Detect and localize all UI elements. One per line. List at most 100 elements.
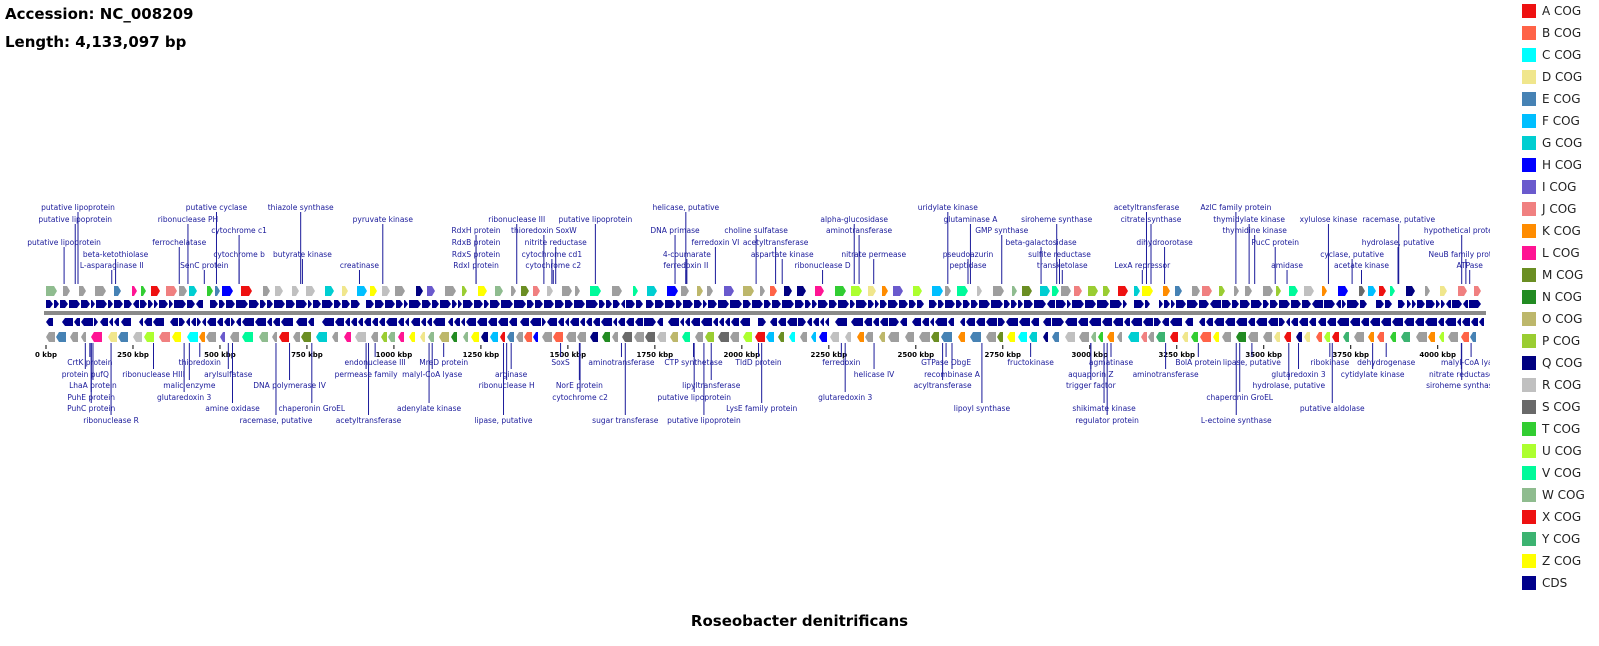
cds-gene xyxy=(375,300,384,308)
gene-label: SenC protein xyxy=(180,261,229,270)
cds-gene xyxy=(1407,300,1411,308)
gene-label: ribonuclease III xyxy=(488,215,545,224)
cds-gene xyxy=(1291,300,1301,308)
gene-label: RdxI protein xyxy=(453,261,499,270)
gene-label: regulator protein xyxy=(1075,416,1139,425)
cds-layer xyxy=(46,286,1484,342)
legend-item: E COG xyxy=(1522,92,1598,108)
cds-gene xyxy=(912,318,921,326)
gene-label: lipoyl synthase xyxy=(954,404,1011,413)
cds-gene xyxy=(421,318,426,326)
legend-swatch xyxy=(1522,268,1536,282)
gene-label: amidase xyxy=(1271,261,1303,270)
cds-gene xyxy=(69,300,80,308)
cds-gene xyxy=(899,300,908,308)
cds-gene xyxy=(1018,300,1023,308)
cog-gene xyxy=(577,332,586,342)
cds-gene xyxy=(398,318,404,326)
gene-label: malic enzyme xyxy=(163,381,216,390)
cds-gene xyxy=(1417,300,1425,308)
cds-gene xyxy=(54,300,59,308)
gene-label: thymidylate kinase xyxy=(1213,215,1285,224)
cog-gene xyxy=(1156,332,1165,342)
cds-gene xyxy=(713,318,718,326)
cog-gene xyxy=(159,332,170,342)
cds-gene xyxy=(100,318,108,326)
cds-gene xyxy=(308,300,312,308)
cog-gene xyxy=(172,332,181,342)
cds-gene xyxy=(1469,300,1481,308)
gene-label: lipase, putative xyxy=(1223,358,1281,367)
cog-gene xyxy=(1191,332,1198,342)
cog-gene xyxy=(835,286,846,296)
cds-gene xyxy=(366,300,374,308)
cog-gene xyxy=(1074,286,1082,296)
gene-label: ribonuclease HIII xyxy=(122,370,185,379)
cog-gene xyxy=(957,286,968,296)
legend-swatch xyxy=(1522,378,1536,392)
cds-gene xyxy=(1412,300,1416,308)
cds-gene xyxy=(795,300,804,308)
cds-gene xyxy=(1222,300,1231,308)
cds-gene xyxy=(1256,318,1267,326)
gene-label: hydrolase, putative xyxy=(1253,381,1326,390)
cog-gene xyxy=(851,286,862,296)
cds-gene xyxy=(601,318,612,326)
cds-gene xyxy=(322,300,333,308)
cog-gene xyxy=(1088,286,1098,296)
cds-gene xyxy=(850,300,855,308)
cog-gene xyxy=(495,286,503,296)
gene-label: lipyltransferase xyxy=(682,381,741,390)
legend-swatch xyxy=(1522,554,1536,568)
cds-gene xyxy=(593,318,600,326)
cog-gene xyxy=(1368,286,1376,296)
cds-gene xyxy=(558,318,564,326)
cog-gene xyxy=(507,332,514,342)
cds-gene xyxy=(825,318,829,326)
cog-gene xyxy=(463,332,468,342)
cog-gene xyxy=(490,332,498,342)
legend-swatch xyxy=(1522,400,1536,414)
cds-gene xyxy=(1279,300,1290,308)
gene-label: SoxS xyxy=(551,358,570,367)
cog-gene xyxy=(1368,332,1374,342)
gene-label: NorE protein xyxy=(556,381,603,390)
legend-label: I COG xyxy=(1542,180,1577,194)
cog-gene xyxy=(306,286,315,296)
gene-label: cytochrome c2 xyxy=(552,393,608,402)
cds-gene xyxy=(186,318,190,326)
cds-gene xyxy=(1143,318,1153,326)
cds-gene xyxy=(1024,300,1033,308)
gene-label: cyclase, putative xyxy=(1320,250,1384,259)
cds-gene xyxy=(1210,300,1221,308)
cds-gene xyxy=(226,300,235,308)
cds-gene xyxy=(1425,318,1437,326)
cds-gene xyxy=(1072,300,1084,308)
cog-gene xyxy=(144,332,154,342)
legend-item: N COG xyxy=(1522,290,1598,306)
gene-label: aminotransferase xyxy=(588,358,654,367)
cog-gene xyxy=(1458,286,1467,296)
legend-swatch xyxy=(1522,510,1536,524)
axis-tick-label: 1000 kbp xyxy=(376,351,413,359)
gene-label: nitrate reductase xyxy=(1429,370,1490,379)
gene-label: cytidylate kinase xyxy=(1341,370,1405,379)
gene-label: L-asparaginase II xyxy=(80,261,144,270)
cog-gene xyxy=(697,286,703,296)
gene-label: thymidine kinase xyxy=(1222,226,1287,235)
gene-label: RdxB protein xyxy=(452,238,501,247)
legend-label: D COG xyxy=(1542,70,1583,84)
cds-gene xyxy=(805,300,811,308)
cog-gene xyxy=(647,286,657,296)
cog-gene xyxy=(932,286,943,296)
gene-label: BolA protein xyxy=(1175,358,1221,367)
cog-gene xyxy=(612,286,622,296)
cds-gene xyxy=(114,300,123,308)
cog-gene xyxy=(279,332,289,342)
accession-title: Accession: NC_008209 xyxy=(5,5,194,23)
cog-gene xyxy=(275,286,283,296)
gene-label: agmatinase xyxy=(1089,358,1134,367)
cog-gene xyxy=(416,286,423,296)
cog-gene xyxy=(1103,286,1110,296)
cds-gene xyxy=(1004,300,1010,308)
